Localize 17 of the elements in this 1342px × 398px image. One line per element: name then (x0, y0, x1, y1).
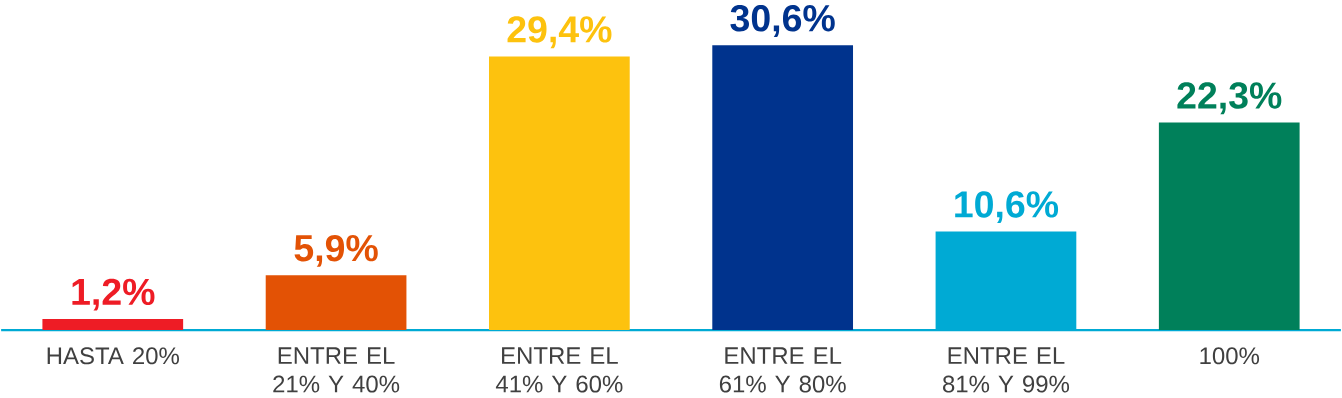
x-tick-label: ENTRE EL 41% Y 60% (495, 347, 623, 393)
bar (712, 45, 854, 331)
data-label: 30,6% (730, 5, 835, 38)
x-tick-label: ENTRE EL 81% Y 99% (943, 347, 1070, 393)
data-label: 29,4% (507, 16, 612, 49)
x-tick-label: ENTRE EL 21% Y 40% (273, 347, 400, 393)
data-label: 5,9% (294, 235, 378, 268)
data-label: 22,3% (1177, 82, 1282, 115)
bar (265, 275, 407, 331)
x-tick-label: ENTRE EL 61% Y 80% (719, 347, 846, 393)
bar (1158, 122, 1300, 331)
data-label: 1,2% (72, 278, 155, 311)
bar (42, 319, 184, 331)
x-tick-label: 100% (1200, 347, 1260, 365)
bar (489, 56, 630, 331)
x-tick-label: HASTA 20% (47, 347, 179, 365)
data-label: 10,6% (955, 191, 1059, 224)
